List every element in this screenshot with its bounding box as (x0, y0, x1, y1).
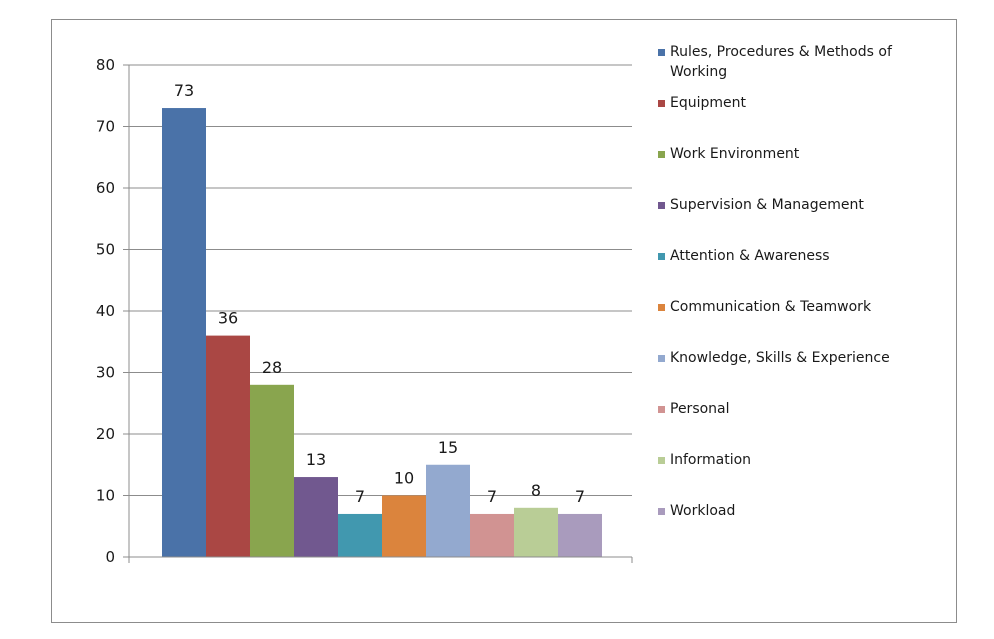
data-label: 7 (575, 487, 585, 506)
data-label: 7 (487, 487, 497, 506)
y-tick-label: 70 (96, 118, 115, 136)
data-label: 13 (306, 450, 326, 469)
bar (514, 507, 558, 557)
y-tick-label: 30 (96, 364, 115, 382)
bar (382, 495, 426, 557)
legend-swatch (658, 457, 665, 464)
y-tick-label: 80 (96, 56, 115, 74)
legend-label: Workload (670, 503, 736, 519)
data-label: 7 (355, 487, 365, 506)
y-tick-label: 50 (96, 241, 115, 259)
legend-label: Work Environment (670, 146, 800, 162)
legend-label: Knowledge, Skills & Experience (670, 350, 890, 366)
legend-item: Workload (658, 501, 948, 521)
y-tick-label: 40 (96, 302, 115, 320)
bar (162, 108, 206, 558)
chart-area: 0 10 20 30 40 50 60 70 80 73 36 28 13 7 10 15 7 8 7 Rules… (51, 19, 957, 623)
legend-swatch (658, 151, 665, 158)
legend-swatch (658, 100, 665, 107)
y-tick-label: 10 (96, 487, 115, 505)
legend-swatch (658, 253, 665, 260)
legend-label: Personal (670, 401, 730, 417)
legend-label: Information (670, 452, 752, 468)
bar (558, 513, 602, 557)
data-label: 8 (531, 481, 541, 500)
bar (338, 513, 382, 557)
data-label: 15 (438, 438, 458, 457)
bar (294, 477, 338, 557)
legend-label: Attention & Awareness (670, 248, 830, 264)
bar (426, 464, 470, 557)
legend-swatch (658, 304, 665, 311)
legend-swatch (658, 49, 665, 56)
plot-area: 0 10 20 30 40 50 60 70 80 73 36 28 13 7 10 15 7 8 7 (96, 56, 633, 566)
bar (206, 335, 250, 557)
data-label: 36 (218, 309, 238, 328)
legend-item: Supervision & Management (658, 195, 948, 215)
y-tick-label: 20 (96, 425, 115, 443)
data-labels: 73 36 28 13 7 10 15 7 8 7 (174, 81, 585, 506)
legend-label: Rules, Procedures & Methods of Working (670, 44, 892, 80)
legend-label: Equipment (670, 95, 746, 111)
y-tick-label: 0 (105, 548, 115, 566)
bars (162, 108, 602, 558)
legend-item: Communication & Teamwork (658, 297, 948, 317)
data-label: 28 (262, 358, 282, 377)
legend-item: Equipment (658, 93, 948, 113)
legend-item: Attention & Awareness (658, 246, 948, 266)
axes (123, 65, 633, 563)
legend-swatch (658, 355, 665, 362)
legend-item: Information (658, 450, 948, 470)
legend-label: Supervision & Management (670, 197, 864, 213)
legend-item: Rules, Procedures & Methods of Working (658, 42, 948, 82)
legend-item: Work Environment (658, 144, 948, 164)
legend-label: Communication & Teamwork (670, 299, 872, 315)
y-tick-label: 60 (96, 179, 115, 197)
legend-swatch (658, 508, 665, 515)
legend-item: Knowledge, Skills & Experience (658, 348, 948, 368)
legend-item: Personal (658, 399, 948, 419)
y-axis-ticks: 0 10 20 30 40 50 60 70 80 (96, 56, 129, 566)
legend-swatch (658, 202, 665, 209)
data-label: 10 (394, 469, 414, 488)
legend-swatch (658, 406, 665, 413)
bar (470, 513, 514, 557)
data-label: 73 (174, 81, 194, 100)
bar (250, 384, 294, 557)
